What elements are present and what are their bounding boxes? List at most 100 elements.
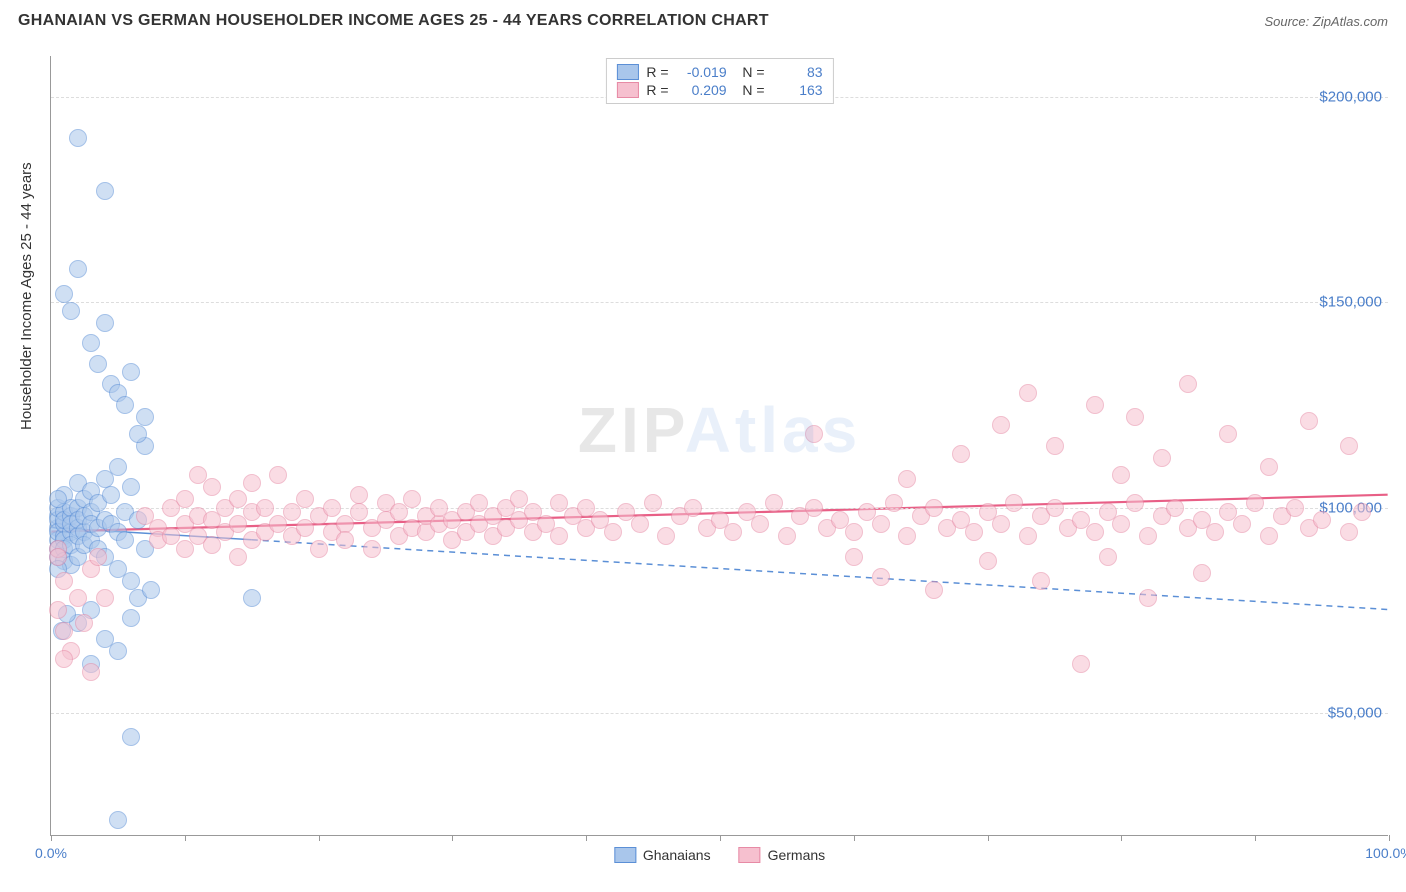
x-tick [586,835,587,841]
data-point [979,552,997,570]
data-point [69,260,87,278]
data-point [336,531,354,549]
x-tick [1389,835,1390,841]
r-label: R = [646,82,668,98]
x-tick [452,835,453,841]
data-point [109,811,127,829]
data-point [269,466,287,484]
data-point [122,572,140,590]
data-point [657,527,675,545]
data-point [925,581,943,599]
x-tick-label: 100.0% [1365,845,1406,861]
data-point [1072,655,1090,673]
data-point [122,609,140,627]
data-point [403,490,421,508]
r-label: R = [646,64,668,80]
data-point [992,515,1010,533]
n-label: N = [735,64,765,80]
data-point [805,425,823,443]
legend-swatch [614,847,636,863]
x-tick [1121,835,1122,841]
data-point [256,499,274,517]
data-point [55,622,73,640]
data-point [142,581,160,599]
data-point [1112,466,1130,484]
data-point [1340,523,1358,541]
data-point [684,499,702,517]
data-point [898,527,916,545]
data-point [1313,511,1331,529]
data-point [1086,396,1104,414]
data-point [229,548,247,566]
scatter-chart: ZIPAtlas R =-0.019 N =83R =0.209 N =163 … [50,56,1388,836]
data-point [323,499,341,517]
data-point [1153,449,1171,467]
data-point [925,499,943,517]
data-point [898,470,916,488]
data-point [1086,523,1104,541]
data-point [55,572,73,590]
data-point [49,490,67,508]
data-point [203,478,221,496]
x-tick [51,835,52,841]
series-legend-item: Germans [739,847,826,863]
gridline [51,713,1388,714]
data-point [1126,494,1144,512]
legend-swatch [739,847,761,863]
data-point [82,663,100,681]
data-point [765,494,783,512]
x-tick-label: 0.0% [35,845,67,861]
data-point [122,363,140,381]
data-point [102,486,120,504]
n-label: N = [735,82,765,98]
data-point [1300,412,1318,430]
data-point [55,650,73,668]
data-point [1139,589,1157,607]
data-point [243,474,261,492]
data-point [49,601,67,619]
series-name: Ghanaians [643,847,711,863]
data-point [1260,527,1278,545]
legend-swatch [616,82,638,98]
data-point [550,527,568,545]
data-point [1126,408,1144,426]
series-legend: Ghanaians Germans [614,847,825,863]
x-tick [854,835,855,841]
data-point [363,540,381,558]
data-point [724,523,742,541]
data-point [1219,425,1237,443]
data-point [310,540,328,558]
x-tick [988,835,989,841]
data-point [1260,458,1278,476]
data-point [1099,548,1117,566]
data-point [243,589,261,607]
data-point [1019,527,1037,545]
series-name: Germans [768,847,826,863]
data-point [1340,437,1358,455]
n-value: 163 [773,82,823,98]
data-point [109,642,127,660]
data-point [49,548,67,566]
data-point [62,302,80,320]
data-point [872,568,890,586]
source-attribution: Source: ZipAtlas.com [1264,14,1388,29]
data-point [604,523,622,541]
data-point [129,425,147,443]
series-legend-item: Ghanaians [614,847,711,863]
n-value: 83 [773,64,823,80]
data-point [885,494,903,512]
data-point [845,548,863,566]
data-point [1179,375,1197,393]
x-tick [720,835,721,841]
data-point [89,548,107,566]
gridline [51,302,1388,303]
data-point [350,503,368,521]
data-point [1032,572,1050,590]
x-tick [319,835,320,841]
data-point [116,396,134,414]
data-point [1193,564,1211,582]
y-tick-label: $50,000 [1328,704,1382,721]
data-point [350,486,368,504]
data-point [89,355,107,373]
x-tick [185,835,186,841]
